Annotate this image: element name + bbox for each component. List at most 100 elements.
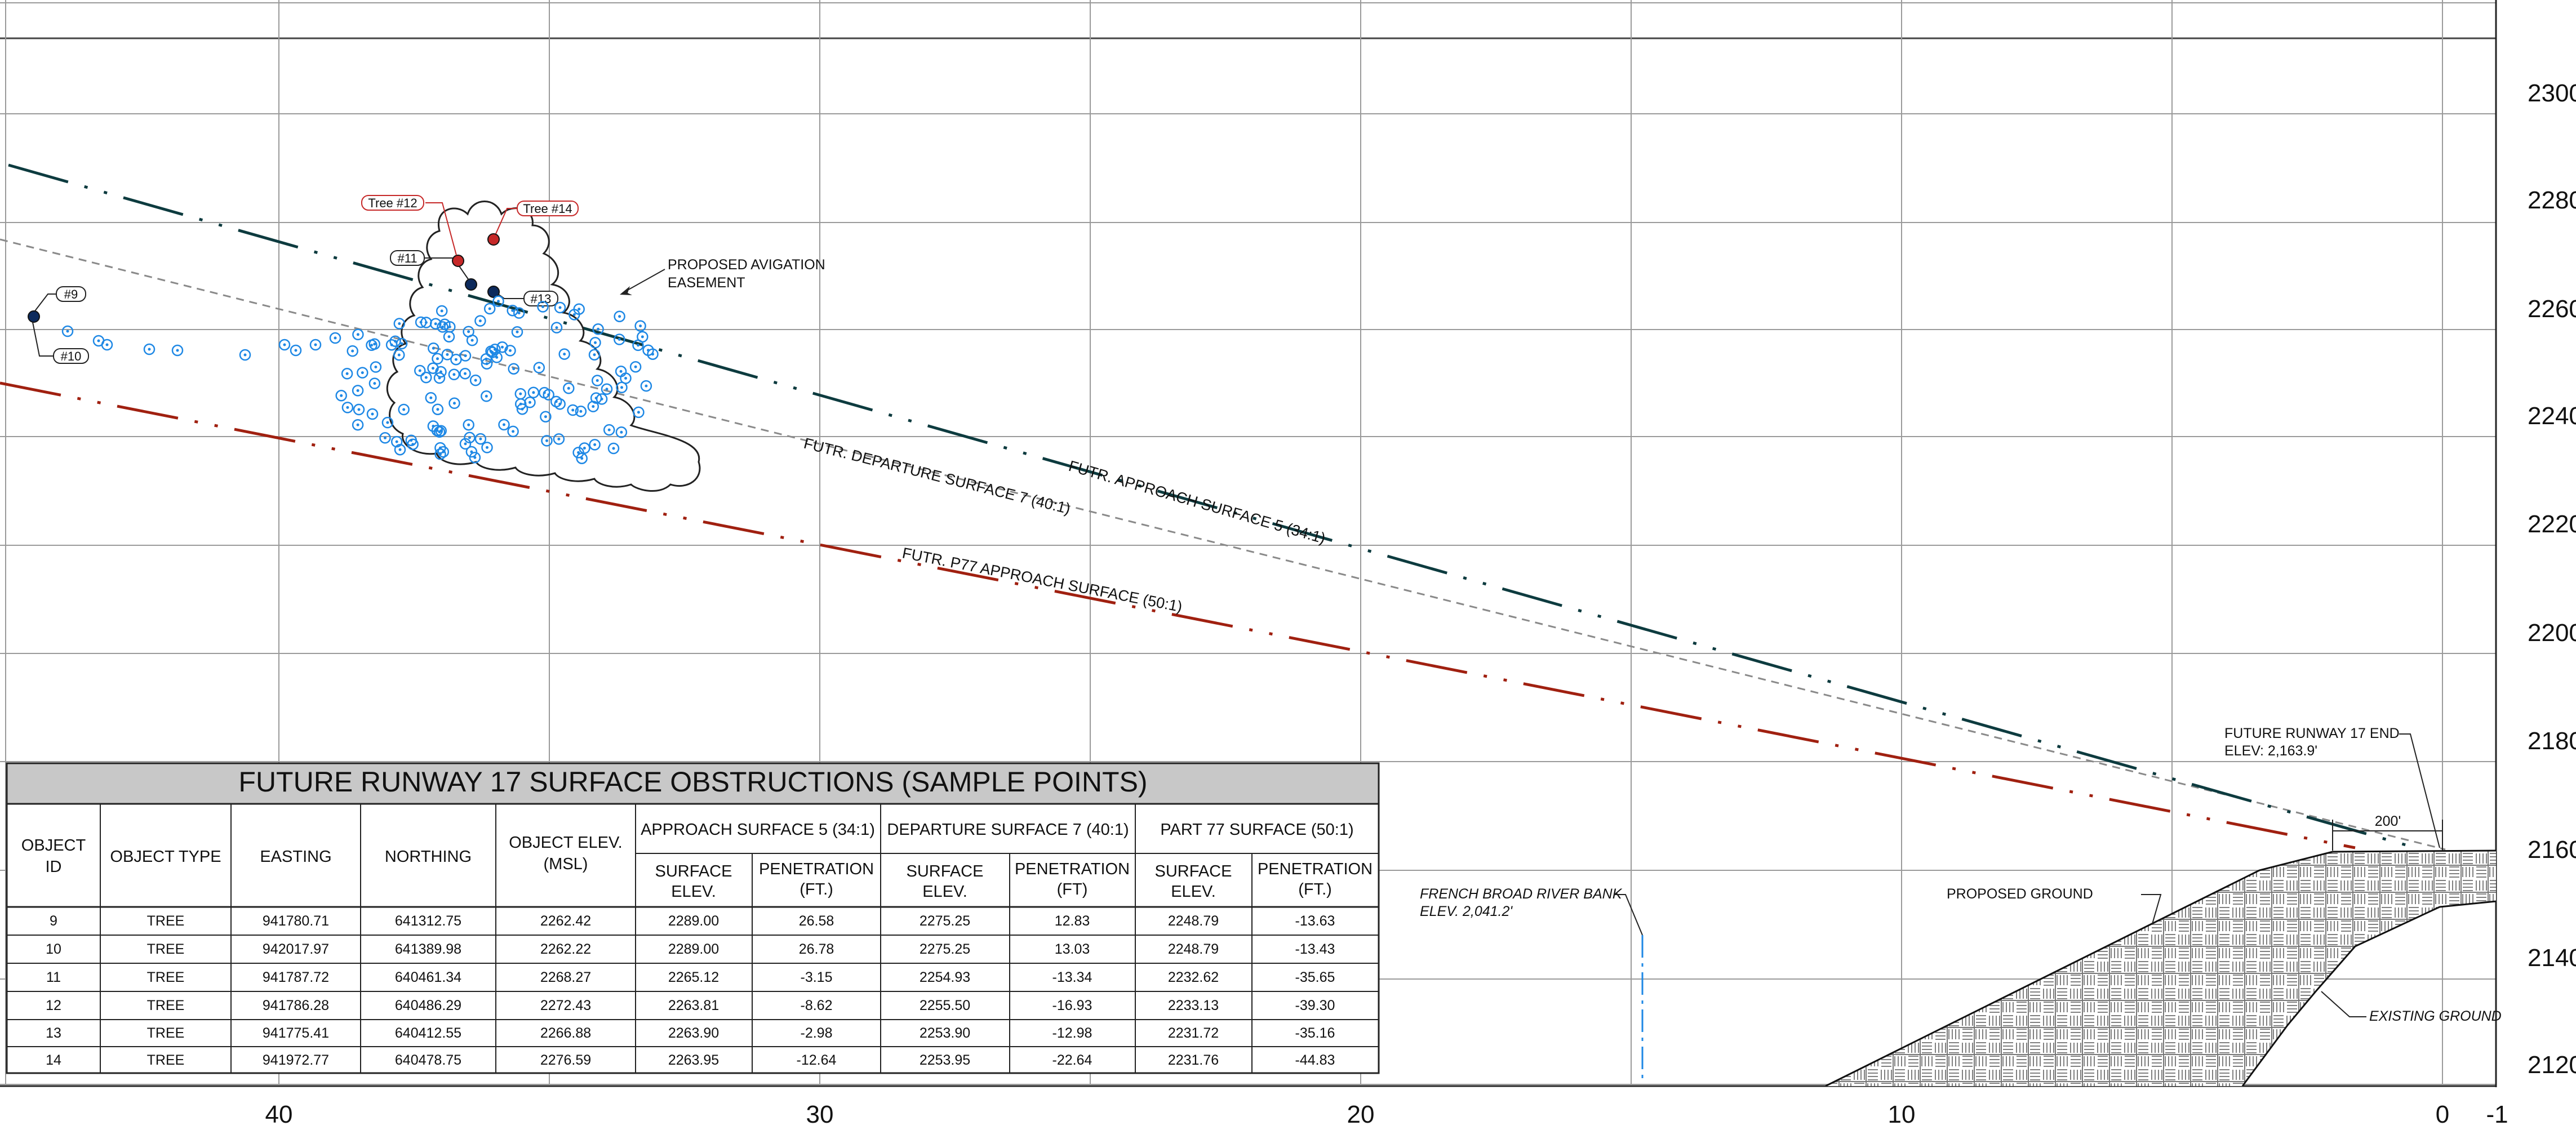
header-object-id-2: ID (46, 858, 62, 876)
tree-point-center (424, 321, 428, 324)
tree-12-leader (425, 202, 457, 256)
tree-point (290, 344, 302, 357)
tree-point-center (470, 450, 473, 453)
tree-point (309, 339, 322, 351)
header-northing: NORTHING (385, 848, 472, 866)
tree-point-center (509, 349, 512, 352)
tree-point (629, 361, 642, 373)
tree-point (492, 295, 504, 308)
table-cell: -44.83 (1295, 1052, 1335, 1068)
proposed-ground-leader (2141, 894, 2162, 924)
table-cell: -13.63 (1295, 913, 1335, 929)
tree-point (537, 301, 549, 313)
table-cell: TREE (147, 913, 185, 929)
tree-point-center (439, 429, 443, 433)
table-cell: 2248.79 (1168, 913, 1219, 929)
tree-point-center (519, 392, 522, 395)
tree-point-center (593, 443, 597, 446)
tree-point (436, 305, 448, 317)
header-approach-penetration-2: (FT.) (800, 880, 833, 898)
tree-point-center (558, 306, 562, 309)
tree-point (588, 349, 601, 361)
tree-point-center (346, 406, 349, 409)
header-departure-penetration-1: PENETRATION (1015, 860, 1130, 878)
tree-point-center (497, 300, 500, 303)
tree-point (589, 337, 601, 349)
obstructions: #9 #10 #11 Tree #12 #13 Tree #14 (28, 195, 579, 364)
tree-point-center (334, 336, 337, 340)
proposed-ground-line (1825, 849, 2497, 1087)
tree-point-center (434, 322, 437, 326)
tree-point-center (579, 410, 583, 413)
table-cell: 2263.90 (668, 1025, 719, 1041)
tree-point-center (641, 335, 644, 339)
tree-point (481, 442, 493, 453)
tree-point-center (294, 349, 297, 352)
tree-point (591, 375, 603, 386)
tree-point-center (441, 325, 444, 328)
table-cell: 640461.34 (395, 969, 461, 985)
tree-point (633, 406, 645, 419)
tree-11-marker[interactable] (465, 278, 477, 291)
tree-point-center (356, 423, 359, 426)
tree-12-marker[interactable] (452, 255, 464, 267)
tree-point (459, 438, 472, 450)
tree-point-center (432, 346, 435, 350)
header-approach-surface-elev-1: SURFACE (655, 862, 732, 880)
tree-point-center (517, 312, 521, 315)
tree-point (469, 451, 481, 464)
tree-point (539, 386, 550, 399)
y-axis-label: 2160 (2528, 836, 2576, 864)
tree-point (589, 439, 601, 451)
table-cell: 2262.42 (540, 913, 591, 929)
tree-point (607, 442, 620, 455)
tree-point-center (594, 397, 598, 400)
tree-point-center (97, 339, 100, 342)
tree-point-center (639, 324, 642, 328)
tree-point (508, 363, 519, 375)
tree-point-center (555, 326, 558, 330)
table-cell: 2255.50 (920, 998, 970, 1013)
tree-point-center (470, 339, 474, 342)
table-cell: 640412.55 (395, 1025, 461, 1041)
p77-surface-line (0, 381, 2356, 849)
river-label-line-1: FRENCH BROAD RIVER BANK (1420, 886, 1623, 902)
tree-point (433, 426, 446, 438)
table-cell: TREE (147, 1052, 185, 1068)
tree-point (553, 433, 565, 445)
table-cell: 640478.75 (395, 1052, 461, 1068)
table-cell: 941775.41 (263, 1025, 329, 1041)
tree-point (592, 323, 604, 335)
tree-point-center (637, 411, 640, 414)
table-title: FUTURE RUNWAY 17 SURFACE OBSTRUCTIONS (S… (238, 766, 1147, 798)
tree-point (341, 368, 353, 380)
tree-14-marker[interactable] (487, 233, 500, 246)
tree-point (448, 397, 460, 410)
tree-point-center (453, 402, 456, 405)
runway-end-label-line-1: FUTURE RUNWAY 17 END (2224, 726, 2400, 741)
tree-point (507, 425, 519, 438)
tree-point-center (624, 377, 627, 380)
tree-9-marker[interactable] (28, 310, 40, 323)
table-cell: 10 (46, 941, 61, 957)
tree-point (465, 446, 478, 458)
header-approach-surface-elev-2: ELEV. (671, 883, 716, 901)
y-axis-label: 2200 (2528, 619, 2576, 647)
table-cell: 941786.28 (263, 998, 329, 1013)
table-cell: 2268.27 (540, 969, 591, 985)
tree-point (143, 343, 156, 355)
tree-point-center (479, 437, 482, 441)
tree-point (616, 381, 628, 394)
tree-point (389, 335, 401, 347)
tree-13-tag: #13 (531, 292, 552, 306)
tree-13-marker[interactable] (487, 286, 500, 298)
tree-point-center (495, 355, 499, 359)
table-cell: 26.78 (799, 941, 834, 957)
table-rules (7, 804, 1379, 1073)
tree-point (514, 398, 527, 410)
tree-point-center (607, 428, 611, 431)
header-p77-penetration-1: PENETRATION (1258, 860, 1373, 878)
tree-point (481, 390, 492, 402)
tree-point-center (528, 401, 531, 404)
